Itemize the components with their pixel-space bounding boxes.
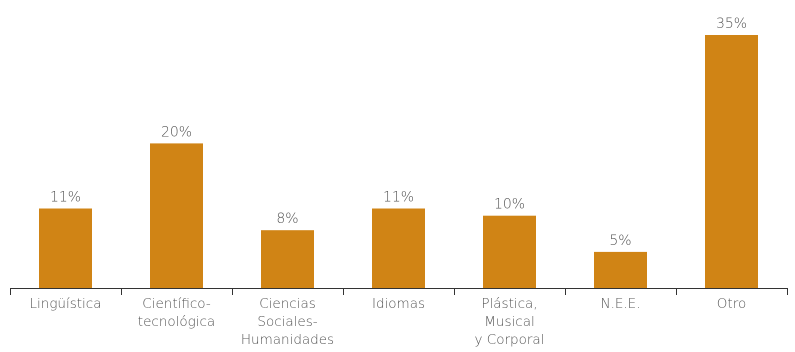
bar <box>372 208 425 288</box>
bar-value-label: 11% <box>50 190 81 206</box>
bar <box>261 230 314 288</box>
category-label: Idiomas <box>372 296 425 312</box>
category-label: Ciencias Sociales-Humanidades <box>241 296 334 348</box>
bar-value-label: 10% <box>494 197 525 213</box>
bar-value-label: 5% <box>609 233 631 249</box>
bar-value-label: 8% <box>276 211 298 227</box>
bar <box>150 143 203 288</box>
value-labels: 11% 20% 8% 11% 10% 5% 35% <box>50 16 747 249</box>
bar-value-label: 20% <box>161 124 192 140</box>
bars <box>39 35 758 288</box>
bar-value-label: 35% <box>716 16 747 32</box>
category-label: Científico-tecnológica <box>138 296 215 330</box>
x-axis-ticks <box>10 288 788 295</box>
bar-value-label: 11% <box>383 190 414 206</box>
bar <box>483 215 536 288</box>
bar <box>39 208 92 288</box>
category-label: Plástica, Musical y Corporal <box>475 296 545 348</box>
bar <box>705 35 758 288</box>
category-label: N.E.E. <box>600 296 640 312</box>
x-axis-tick-labels: Lingüística Científico-tecnológica Ciencia… <box>29 296 746 348</box>
category-label: Lingüística <box>29 296 101 312</box>
bar <box>594 251 647 288</box>
category-label: Otro <box>717 296 746 312</box>
